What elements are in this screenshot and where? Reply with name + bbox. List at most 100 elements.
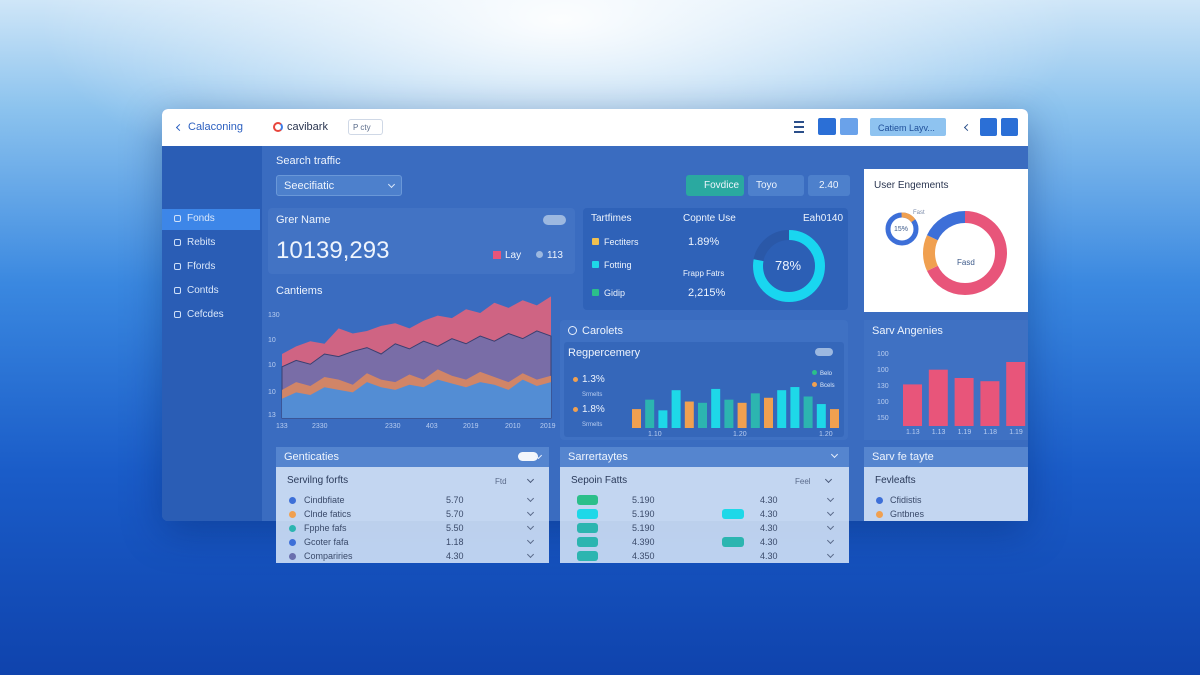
y-tick-label: 100 (877, 351, 889, 358)
y-tick-label: 150 (877, 415, 889, 422)
back-link[interactable]: Calaconing (188, 121, 244, 133)
donut-caption: Fast (913, 210, 925, 216)
list-pill (577, 537, 598, 547)
list-title-bar (864, 447, 1028, 467)
panel-title: Sarv Angenies (872, 325, 943, 337)
y-tick-label: 100 (877, 367, 889, 374)
list-header: Servilng forfts (287, 475, 349, 486)
list-dot (289, 525, 296, 532)
chart-title: Regpercemery (568, 347, 641, 359)
layout-button[interactable] (870, 118, 946, 136)
list-header: Fevleafts (875, 475, 916, 486)
panel-title: Carolets (582, 325, 623, 337)
header-button[interactable] (980, 118, 997, 136)
x-tick-label: 133 (276, 423, 288, 430)
list-pill (722, 509, 744, 519)
legend-dot (812, 382, 817, 387)
x-tick-label: 1.20 (819, 431, 833, 438)
filter-button[interactable] (686, 175, 744, 196)
column-title: Eah0140 (803, 213, 844, 224)
stat-value: 10139,293 (276, 237, 390, 264)
list-value: 4.30 (760, 509, 778, 519)
list-pill (577, 509, 598, 519)
brand-logo (273, 122, 283, 132)
list-dot (289, 497, 296, 504)
sidebar-selected (162, 209, 260, 230)
toggle[interactable] (815, 348, 833, 356)
donut-label: 15% (894, 226, 909, 233)
stat-panel (268, 208, 575, 274)
x-tick-label: 1.13 (906, 429, 920, 436)
filter-button[interactable] (808, 175, 850, 196)
list-header-action[interactable]: Feel (795, 477, 811, 486)
list-label: Compariries (304, 551, 353, 561)
legend-text: Bcels (820, 383, 835, 389)
header-button[interactable] (1001, 118, 1018, 136)
select-text[interactable]: Seecifiatic (284, 180, 335, 192)
circle-icon (568, 326, 577, 335)
sidebar-item[interactable]: Rebits (187, 237, 216, 248)
sidebar-item[interactable]: Contds (187, 285, 219, 296)
list-value: 4.30 (760, 495, 778, 505)
list-title: Genticaties (284, 451, 340, 463)
panel-title: Tartfimes (591, 213, 632, 224)
x-tick-label: 2330 (312, 423, 328, 430)
list-dot (289, 511, 296, 518)
list-value: 5.190 (632, 509, 655, 519)
list-pill (577, 495, 598, 505)
menu-icon-line[interactable] (794, 126, 804, 128)
list-value: 5.50 (446, 523, 464, 533)
list-pill (577, 551, 598, 561)
menu-icon-line[interactable] (794, 121, 804, 123)
sidebar-item[interactable]: Cefcdes (187, 309, 224, 320)
filter-button-text[interactable]: Toyo (756, 180, 778, 191)
x-tick-label: 2019 (540, 423, 556, 430)
x-tick-label: 1.10 (648, 431, 662, 438)
filter-button-text[interactable]: 2.40 (819, 180, 839, 191)
list-value: 5.190 (632, 523, 655, 533)
list-label: Fpphe fafs (304, 523, 347, 533)
layout-button-text[interactable]: Catiem Layv... (878, 123, 935, 133)
y-tick-label: 100 (877, 399, 889, 406)
row-icon (592, 238, 599, 245)
x-tick-label: 1.18 (983, 429, 998, 436)
header-button[interactable] (818, 118, 836, 135)
panel-title: User Engements (874, 180, 949, 191)
sidebar-icon (174, 287, 181, 294)
x-tick-label: 2330 (385, 423, 401, 430)
y-tick-label: 130 (877, 383, 889, 390)
header-button[interactable] (840, 118, 858, 135)
sidebar-item[interactable]: Fonds (187, 213, 215, 224)
metric-value: 2,215% (688, 287, 726, 299)
x-tick-label: 1.19 (1009, 429, 1023, 436)
x-tick-label: 403 (426, 423, 438, 430)
sidebar-icon (174, 311, 181, 318)
list-title-bar (560, 447, 849, 467)
list-label: Clnde fatics (304, 509, 352, 519)
select[interactable] (276, 175, 402, 196)
list-value: 4.30 (760, 523, 778, 533)
brand: cavibark (287, 121, 328, 133)
filter-button[interactable] (748, 175, 804, 196)
legend-text: 1.3% (582, 374, 605, 385)
donut-label: Fasd (957, 258, 975, 267)
x-tick-label: 1.13 (931, 429, 946, 436)
legend-note: Srmelts (582, 392, 603, 398)
list-dot (289, 539, 296, 546)
list-value: 4.30 (760, 551, 778, 561)
sidebar-item[interactable]: Ffords (187, 261, 216, 272)
menu-icon-line[interactable] (794, 131, 804, 133)
list-value: 5.70 (446, 495, 464, 505)
x-tick-label: 1.19 (957, 429, 972, 436)
list-label: Gntbnes (890, 509, 925, 519)
toggle[interactable] (543, 215, 566, 225)
list-header-action[interactable]: Ftd (495, 477, 507, 486)
list-value: 5.190 (632, 495, 655, 505)
stat-title: Grer Name (276, 214, 331, 226)
filter-button-text[interactable]: Fovdice (704, 180, 740, 191)
y-tick-label: 10 (268, 362, 276, 369)
list-title-bar (276, 447, 549, 467)
toggle[interactable] (518, 452, 538, 461)
column-title: Copnte Use (683, 213, 736, 224)
